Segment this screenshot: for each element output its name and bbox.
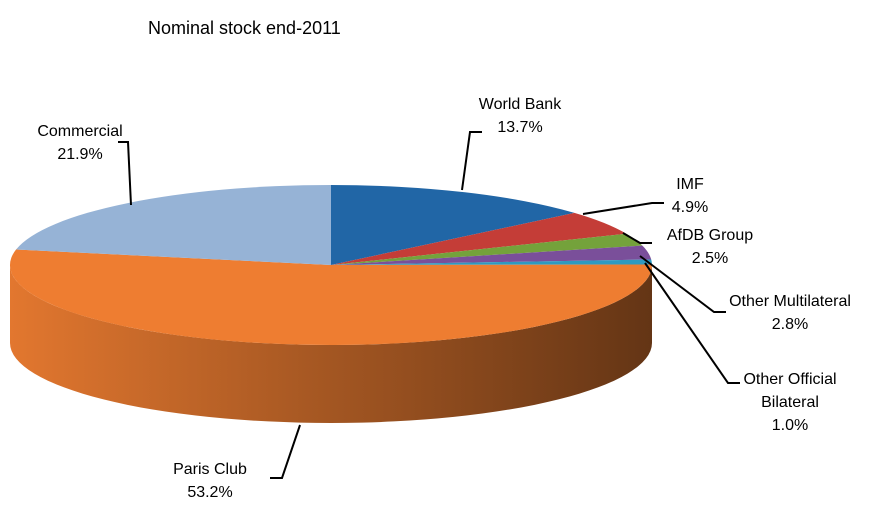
data-label: IMF 4.9% bbox=[630, 173, 750, 219]
leader-line bbox=[270, 424, 301, 479]
data-label: Commercial 21.9% bbox=[0, 120, 180, 166]
data-label: World Bank 13.7% bbox=[420, 93, 620, 139]
leader-line bbox=[639, 255, 726, 313]
slice bbox=[9, 249, 652, 346]
category-label: Other Multilateral bbox=[729, 293, 851, 310]
category-label: Other Official Bilateral bbox=[743, 371, 837, 411]
leader-line bbox=[582, 202, 664, 215]
value-label: 2.8% bbox=[771, 316, 809, 333]
slice bbox=[331, 212, 627, 265]
category-label: AfDB Group bbox=[666, 227, 754, 244]
leader-line bbox=[118, 141, 132, 206]
category-label: World Bank bbox=[478, 96, 562, 113]
data-label: Paris Club 53.2% bbox=[110, 458, 310, 504]
value-label: 2.5% bbox=[691, 250, 729, 267]
leader-line bbox=[461, 131, 482, 191]
slice bbox=[331, 245, 652, 265]
data-label: Other Multilateral 2.8% bbox=[690, 290, 890, 336]
slice bbox=[331, 259, 652, 265]
chart-title: Nominal stock end-2011 bbox=[148, 18, 341, 38]
value-label: 1.0% bbox=[771, 417, 809, 434]
slice-side bbox=[10, 265, 652, 423]
data-label: Other Official Bilateral 1.0% bbox=[725, 368, 855, 437]
category-label: Commercial bbox=[37, 123, 123, 140]
data-label: AfDB Group 2.5% bbox=[630, 224, 790, 270]
category-label: Paris Club bbox=[173, 461, 247, 478]
value-label: 13.7% bbox=[497, 119, 543, 136]
slice bbox=[331, 233, 643, 265]
category-label: IMF bbox=[676, 176, 704, 193]
slice bbox=[331, 185, 575, 265]
value-label: 4.9% bbox=[671, 199, 709, 216]
leader-line bbox=[622, 232, 652, 244]
value-label: 53.2% bbox=[187, 484, 233, 501]
leader-line bbox=[644, 262, 740, 384]
leader-lines bbox=[118, 131, 740, 479]
slice bbox=[16, 185, 331, 265]
value-label: 21.9% bbox=[57, 146, 103, 163]
